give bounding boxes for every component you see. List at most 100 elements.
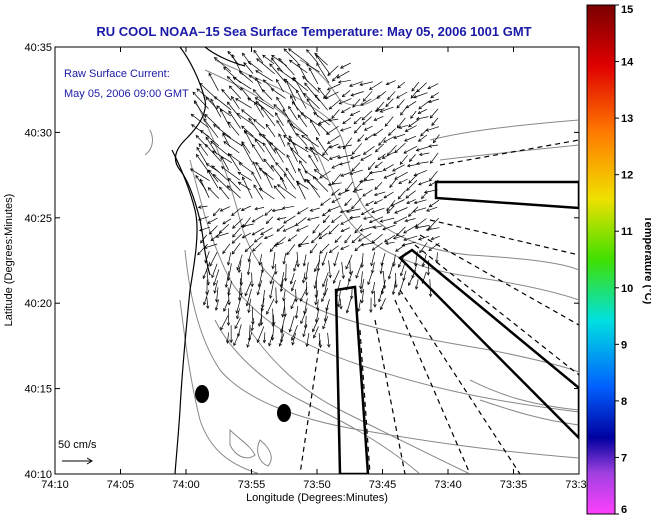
current-vector (241, 125, 254, 137)
current-vector (344, 234, 352, 244)
current-vector (304, 262, 309, 281)
current-vector (251, 227, 265, 236)
current-vector (360, 153, 372, 161)
current-vector (244, 243, 255, 253)
current-vector (253, 49, 264, 64)
current-vector (315, 299, 320, 311)
current-vector (262, 79, 274, 91)
current-vector (392, 235, 405, 240)
current-vector (219, 186, 230, 200)
current-vector (354, 224, 363, 234)
current-vector (322, 272, 329, 288)
current-vector (211, 263, 218, 279)
current-vector (415, 146, 430, 152)
current-vector (204, 113, 221, 129)
current-vector (410, 110, 417, 119)
current-vector (304, 170, 319, 180)
current-vector (192, 91, 209, 109)
current-vector (339, 161, 351, 166)
current-vector (385, 98, 394, 108)
current-vector (255, 70, 273, 82)
current-vector (398, 178, 408, 184)
current-vector (222, 132, 242, 146)
current-vector (238, 70, 254, 83)
current-vector (320, 197, 331, 206)
current-vector (374, 108, 385, 113)
current-vector (404, 125, 417, 132)
current-vector (367, 161, 376, 171)
current-vector (256, 280, 263, 296)
current-vector (247, 60, 263, 73)
current-vector (429, 170, 438, 182)
current-vector (265, 123, 276, 138)
current-vector (302, 323, 307, 338)
current-vector (274, 147, 284, 163)
y-axis-ticks: 40:35 40:30 40:25 40:20 40:15 40:10 (24, 42, 579, 481)
current-vector (268, 334, 273, 347)
current-vector (278, 133, 286, 147)
current-vector (337, 189, 350, 196)
current-vector (331, 188, 340, 196)
current-vector (231, 233, 242, 244)
current-vector (368, 170, 383, 175)
current-vector (212, 207, 221, 217)
current-vector (226, 185, 241, 199)
current-vector (199, 178, 210, 198)
current-vector (318, 225, 331, 236)
current-vector (397, 81, 406, 89)
current-vector (231, 207, 242, 217)
current-vector (373, 290, 377, 308)
current-vector (359, 271, 363, 290)
current-vector (379, 106, 394, 113)
current-vector (384, 116, 394, 127)
current-vector (344, 198, 352, 207)
current-vector (414, 225, 430, 230)
current-vector (349, 287, 354, 300)
current-vector (427, 83, 439, 90)
x-tick-label: 73:45 (369, 479, 397, 491)
current-vector (386, 205, 395, 214)
current-vector (409, 154, 416, 163)
current-vector (310, 119, 321, 136)
current-vector (271, 164, 285, 182)
current-vector (317, 87, 328, 100)
current-vector (271, 252, 276, 270)
current-vector (328, 245, 339, 253)
current-vector (296, 207, 309, 215)
current-vector (315, 136, 328, 156)
current-vector (235, 308, 240, 320)
current-vector (365, 200, 374, 206)
current-vector (255, 101, 274, 118)
current-vector (348, 260, 353, 276)
current-vector (340, 227, 351, 233)
current-vector (290, 325, 298, 341)
current-vector (254, 101, 264, 118)
current-vector (362, 216, 373, 220)
colorbar-tick-label: 11 (621, 226, 633, 238)
current-vector (220, 166, 241, 181)
current-vector (240, 205, 252, 211)
current-vector (312, 224, 320, 234)
current-vector (429, 108, 439, 119)
current-vector (276, 78, 284, 93)
current-vector (207, 187, 220, 199)
colorbar-tick-label: 14 (621, 57, 634, 69)
current-vector (300, 308, 308, 325)
current-vector (362, 189, 373, 197)
current-vector (286, 244, 296, 256)
current-vector (214, 299, 219, 311)
current-vector (377, 153, 386, 161)
current-vector (262, 142, 276, 162)
current-vector (340, 218, 353, 225)
current-vector (321, 251, 328, 266)
current-vector (252, 143, 264, 163)
current-vector (212, 269, 220, 286)
current-vector (212, 150, 233, 164)
current-vector (287, 139, 309, 153)
current-vector (208, 225, 218, 235)
current-vector (338, 98, 352, 105)
current-vector (294, 305, 299, 319)
current-vector (374, 143, 385, 153)
current-vector (297, 62, 308, 83)
